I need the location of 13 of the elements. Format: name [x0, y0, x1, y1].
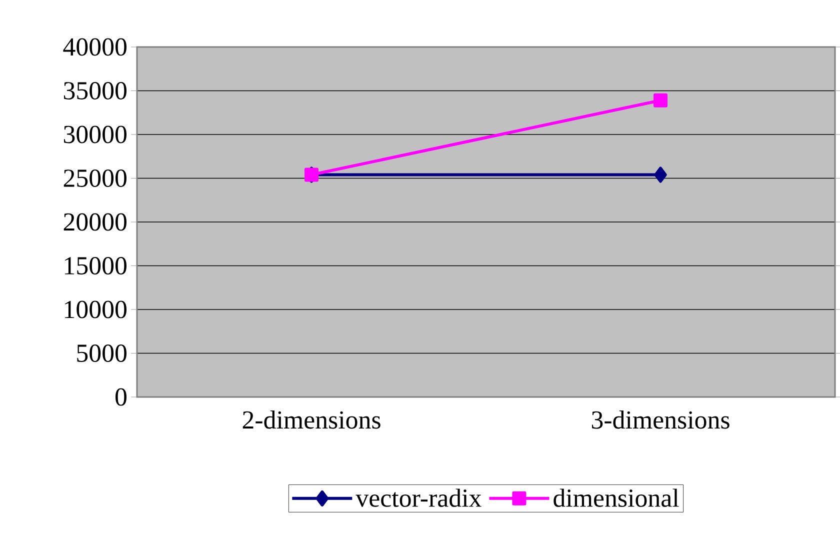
- legend-label: vector-radix: [356, 488, 482, 507]
- y-tick-label: 15000: [65, 257, 126, 274]
- y-tick-label: 40000: [63, 38, 126, 56]
- legend-label: dimensional: [554, 488, 679, 507]
- y-tick-label: 25000: [64, 170, 126, 187]
- y-tick-label: 30000: [64, 126, 126, 144]
- y-tick-label: 10000: [65, 300, 126, 318]
- y-tick-label: 35000: [64, 82, 126, 100]
- y-tick-label: 0: [116, 388, 126, 406]
- y-tick-label: 20000: [64, 213, 126, 231]
- x-tick-label: 2-dimensions: [242, 410, 380, 429]
- x-tick-label: 3-dimensions: [592, 410, 730, 429]
- y-tick-label: 5000: [77, 344, 126, 362]
